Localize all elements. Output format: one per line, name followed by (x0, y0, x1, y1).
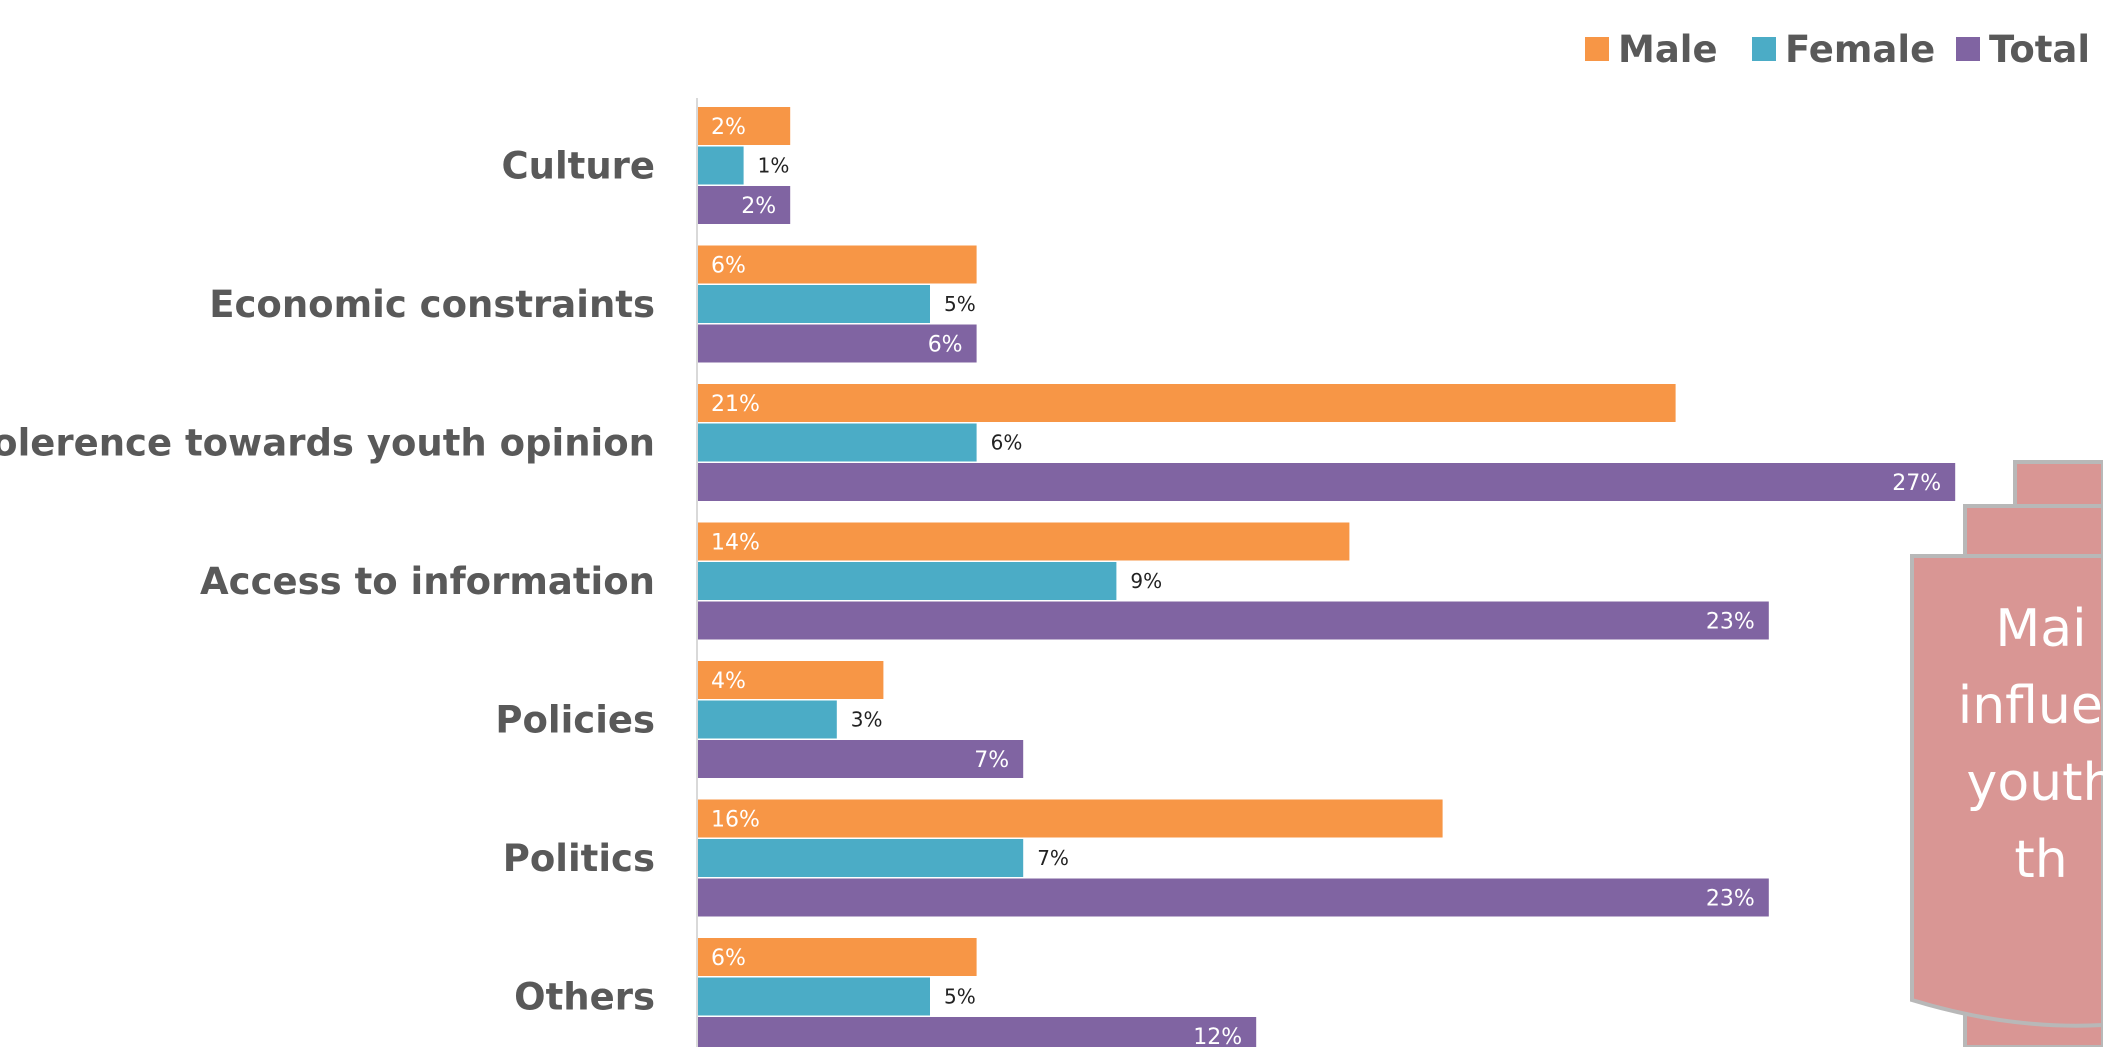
legend: Male Female Total (1585, 28, 2090, 71)
data-label-male-economic-constraints: 6% (711, 254, 746, 279)
legend-swatch-male (1585, 37, 1609, 61)
category-label-access-to-information: Access to information (200, 560, 655, 603)
data-label-total-others: 12% (1193, 1025, 1242, 1047)
bar-male-intolerence-towards-youth-opinion (697, 384, 1676, 422)
callout-front-panel (1910, 554, 2103, 1028)
legend-label-male: Male (1618, 28, 1718, 71)
category-label-culture: Culture (501, 145, 655, 188)
bar-female-economic-constraints (697, 285, 930, 323)
category-label-intolerence-towards-youth-opinion: Intolerence towards youth opinion (0, 422, 655, 465)
data-label-male-culture: 2% (711, 115, 746, 140)
bar-female-politics (697, 839, 1024, 877)
bars-group: 2% 1% 2% 6% 5% 6% 21% 6% 27% 14% 9% 23% 4% 3% 7% 16% 7% 2… (697, 107, 1956, 1047)
category-labels: Culture Economic constraints Intolerence t… (0, 145, 655, 1019)
data-label-male-politics: 16% (711, 808, 760, 833)
bar-male-economic-constraints (697, 245, 977, 284)
data-label-female-culture: 1% (758, 154, 790, 178)
callout-line-2: influer (1958, 676, 2103, 736)
data-label-female-others: 5% (944, 985, 976, 1009)
callout-line-1: Mai (1995, 599, 2086, 659)
bar-male-politics (697, 799, 1443, 838)
callout-line-4: th (2014, 830, 2067, 890)
bar-total-intolerence-towards-youth-opinion (697, 463, 1956, 501)
bar-male-culture (697, 107, 791, 145)
bar-male-others (697, 938, 977, 976)
data-label-male-intolerence-towards-youth-opinion: 21% (711, 392, 760, 417)
data-label-male-policies: 4% (711, 669, 746, 694)
data-label-male-others: 6% (711, 946, 746, 971)
category-label-policies: Policies (495, 699, 655, 742)
data-label-female-politics: 7% (1037, 846, 1069, 870)
data-label-total-intolerence-towards-youth-opinion: 27% (1892, 471, 1941, 496)
bar-female-access-to-information (697, 562, 1117, 600)
bar-total-economic-constraints (697, 324, 977, 363)
legend-label-female: Female (1785, 28, 1935, 71)
data-label-total-access-to-information: 23% (1706, 610, 1755, 635)
data-label-male-access-to-information: 14% (711, 531, 760, 556)
bar-female-policies (697, 700, 837, 739)
legend-swatch-total (1956, 37, 1980, 61)
bar-total-others (697, 1017, 1257, 1047)
data-label-total-policies: 7% (974, 748, 1009, 773)
data-label-female-policies: 3% (851, 708, 883, 732)
category-label-economic-constraints: Economic constraints (209, 283, 655, 326)
category-label-others: Others (514, 976, 655, 1019)
bar-female-intolerence-towards-youth-opinion (697, 423, 977, 462)
bar-total-policies (697, 740, 1024, 778)
category-label-politics: Politics (503, 837, 655, 880)
callout-line-3: youth (1967, 753, 2103, 813)
legend-label-total: Total (1989, 28, 2090, 71)
bar-total-access-to-information (697, 601, 1769, 640)
bar-male-policies (697, 661, 884, 699)
bar-female-culture (697, 146, 744, 185)
bar-female-others (697, 977, 930, 1016)
bar-total-politics (697, 878, 1769, 917)
bar-male-access-to-information (697, 522, 1350, 561)
data-label-total-economic-constraints: 6% (928, 333, 963, 358)
data-label-female-economic-constraints: 5% (944, 292, 976, 316)
legend-swatch-female (1752, 37, 1776, 61)
data-label-total-politics: 23% (1706, 887, 1755, 912)
data-label-total-culture: 2% (741, 194, 776, 219)
data-label-female-intolerence-towards-youth-opinion: 6% (991, 431, 1023, 455)
bar-total-culture (697, 186, 791, 224)
callout-shape: Mai influer youth th (1910, 460, 2103, 1047)
data-label-female-access-to-information: 9% (1130, 569, 1162, 593)
